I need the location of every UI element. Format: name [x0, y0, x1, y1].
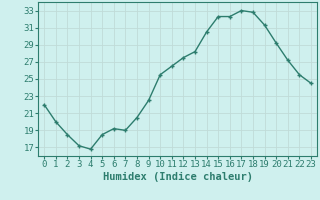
- X-axis label: Humidex (Indice chaleur): Humidex (Indice chaleur): [103, 172, 252, 182]
